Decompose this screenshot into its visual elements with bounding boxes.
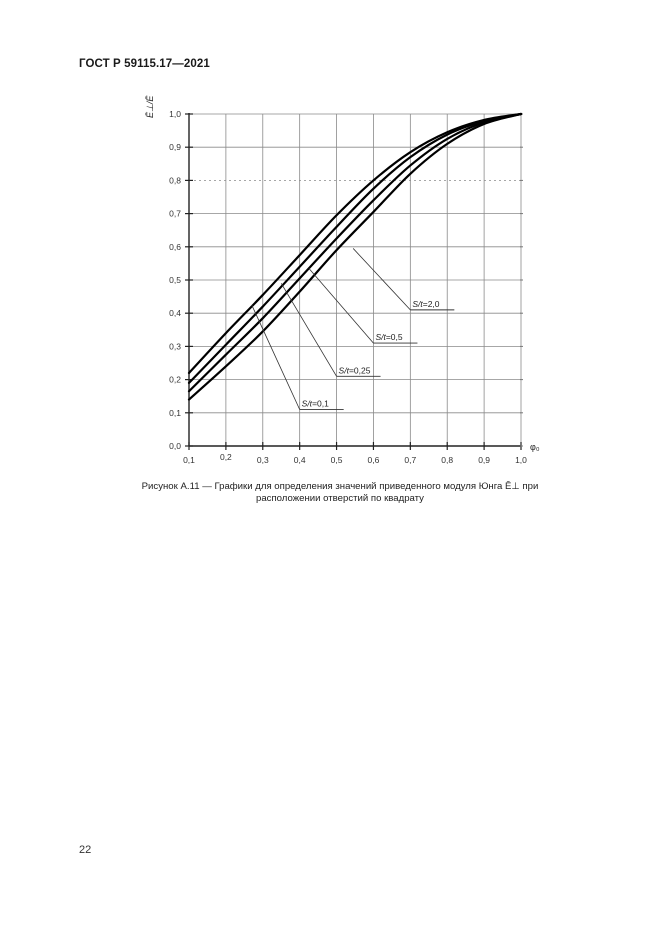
leader-line [352,248,411,311]
x-tick-label: 0,2 [220,452,232,462]
x-tick-label: 1,0 [515,455,527,465]
leader-line [251,304,301,410]
x-axis-label: φ₀ [530,442,540,452]
chart-axes [185,113,523,450]
document-header: ГОСТ Р 59115.17—2021 [79,58,210,70]
curve-01 [187,112,523,401]
y-tick-label: 0,5 [169,275,181,285]
y-tick-label: 0,0 [169,441,181,451]
chart-curves [187,112,523,401]
caption-line-1: Рисунок А.11 — Графики для определения з… [141,481,539,492]
x-tick-label: 0,3 [257,455,269,465]
curve-05 [187,112,523,385]
x-tick-label: 0,5 [331,455,343,465]
chart-tick-labels: 0,1 0,2 0,3 0,4 0,5 0,6 0,7 0,8 0,9 1,00,00,10,20… [169,109,527,465]
y-tick-label: 0,4 [169,308,181,318]
figure-caption: Рисунок А.11 — Графики для определения з… [110,481,570,505]
x-tick-label: 0,8 [441,455,453,465]
y-tick-label: 0,8 [169,175,181,185]
y-tick-label: 0,9 [169,142,181,152]
y-tick-label: 0,1 [169,408,181,418]
chart: 0,1 0,2 0,3 0,4 0,5 0,6 0,7 0,8 0,9 1,00,00,10,20… [145,95,540,465]
chart-grid [189,113,522,446]
caption-line-2: расположении отверстий по квадрату [256,493,424,504]
svg-text:φ₀: φ₀ [530,442,540,452]
y-axis-label: Ē⊥/Ē [145,95,155,118]
x-tick-label: 0,9 [478,455,490,465]
y-tick-label: 0,7 [169,209,181,219]
leader-line [308,268,374,344]
curve-025 [187,112,523,393]
y-tick-label: 0,2 [169,375,181,385]
chart-annotations: S/t=2,0 S/t=0,5 S/t=0,25 S/t=0,1 [251,248,455,410]
annotation-label: S/t=0,1 [302,398,329,408]
annotation-label: S/t=0,25 [339,365,371,375]
page-number: 22 [79,844,92,856]
y-tick-label: 0,3 [169,341,181,351]
x-tick-label: 0,1 [183,455,195,465]
x-tick-label: 0,6 [368,455,380,465]
y-tick-label: 0,6 [169,242,181,252]
y-tick-label: 1,0 [169,109,181,119]
annotation-label: S/t=2,0 [412,299,439,309]
x-tick-label: 0,7 [404,455,416,465]
annotation-label: S/t=0,5 [375,332,402,342]
curve-20 [187,112,523,375]
svg-text:Ē⊥/Ē: Ē⊥/Ē [145,95,155,118]
x-tick-label: 0,4 [294,455,306,465]
leader-line [280,283,337,377]
